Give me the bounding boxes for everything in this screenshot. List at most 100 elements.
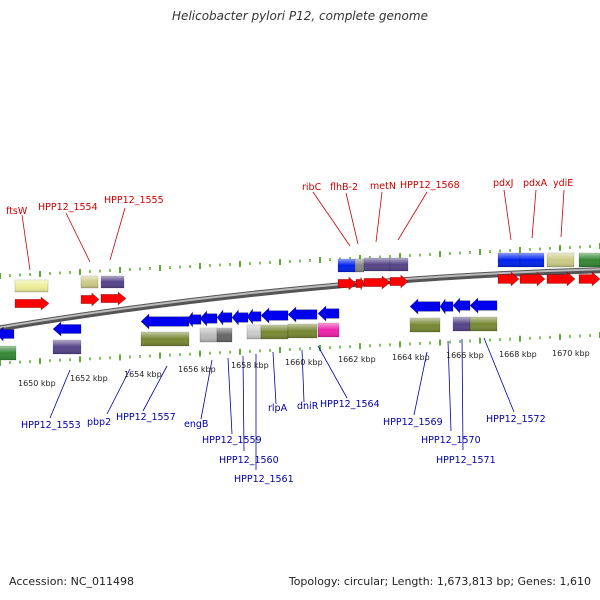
reverse-gene-arrow [260, 307, 289, 324]
feature-box-gloss [338, 259, 356, 272]
leader-line [397, 191, 428, 241]
leader-line [531, 189, 537, 239]
leader-line [21, 214, 31, 271]
forward-gene-arrow [337, 276, 357, 291]
scale-label: 1662 kbp [338, 355, 376, 364]
reverse-gene-label: pbp2 [87, 417, 111, 428]
scale-label: 1664 kbp [392, 353, 430, 362]
forward-gene-arrow [519, 271, 546, 287]
leader-line [272, 351, 277, 405]
feature-box-gloss [355, 259, 364, 272]
genome-summary-text: Topology: circular; Length: 1,673,813 bp… [288, 575, 591, 588]
feature-box-gloss [498, 253, 520, 267]
leader-lines [21, 189, 565, 470]
scale-label: 1650 kbp [18, 379, 56, 388]
gene-track [0, 271, 600, 342]
forward-gene-label: HPP12_1568 [400, 180, 460, 191]
leader-line [106, 368, 131, 415]
leader-line [200, 359, 213, 420]
feature-box-gloss [200, 328, 217, 342]
leader-line [301, 349, 305, 403]
forward-gene-arrow [80, 292, 100, 307]
reverse-gene-label: engB [184, 419, 208, 430]
reverse-gene-arrow [140, 313, 190, 330]
reverse-gene-arrow [216, 309, 233, 326]
scale-label: 1654 kbp [124, 370, 162, 379]
reverse-gene-label: HPP12_1553 [21, 420, 81, 431]
forward-gene-label: ydiE [553, 178, 573, 189]
scale-label: 1668 kbp [499, 350, 537, 359]
feature-track [0, 252, 600, 361]
feature-box-gloss [101, 276, 124, 288]
leader-line [242, 355, 245, 452]
reverse-gene-label: HPP12_1560 [219, 455, 279, 466]
forward-gene-label: pdxA [523, 178, 548, 189]
forward-gene-arrow [389, 274, 409, 289]
scale-labels: 1650 kbp 1652 kbp 1654 kbp 1656 kbp 1658 kbp… [18, 349, 590, 388]
leader-line [461, 338, 464, 451]
reverse-gene-label: HPP12_1561 [234, 474, 294, 485]
forward-gene-arrow [355, 276, 365, 291]
feature-box-gloss [81, 276, 98, 288]
leader-line [503, 189, 512, 241]
backbone-shadow [0, 267, 600, 332]
feature-box-gloss [261, 325, 288, 339]
reverse-gene-label: HPP12_1559 [202, 435, 262, 446]
scale-label: 1666 kbp [446, 351, 484, 360]
reverse-gene-arrow [231, 309, 249, 326]
reverse-gene-arrow [439, 298, 454, 315]
feature-box-gloss [217, 328, 232, 342]
leader-line [413, 351, 428, 416]
gene-labels: ftsW HPP12_1554 HPP12_1555 ribC flhB-2 metN HP… [6, 178, 573, 485]
reverse-gene-arrow [246, 308, 262, 325]
reverse-gene-label: HPP12_1572 [486, 414, 546, 425]
forward-gene-label: metN [370, 181, 396, 192]
feature-box-gloss [579, 253, 600, 267]
reverse-gene-arrow [409, 298, 441, 315]
leader-line [109, 207, 126, 261]
scale-label: 1656 kbp [178, 365, 216, 374]
feature-box-gloss [410, 318, 440, 332]
feature-box-gloss [247, 325, 261, 339]
feature-box-gloss [470, 317, 497, 331]
ruler-ticks [0, 243, 600, 366]
forward-gene-arrow [578, 271, 600, 287]
feature-box-gloss [0, 346, 16, 360]
scale-label: 1660 kbp [285, 358, 323, 367]
scale-label: 1658 kbp [231, 361, 269, 370]
leader-line [345, 192, 359, 245]
leader-line [49, 369, 71, 419]
reverse-gene-label: rlpA [268, 403, 288, 414]
forward-gene-label: ftsW [6, 206, 28, 217]
reverse-gene-arrow [452, 297, 471, 314]
leader-line [447, 340, 452, 432]
reverse-gene-arrow [199, 310, 218, 327]
reverse-gene-arrow [0, 326, 15, 342]
reverse-gene-label: HPP12_1570 [421, 435, 481, 446]
feature-box-gloss [547, 253, 574, 267]
forward-gene-label: ribC [302, 182, 322, 193]
feature-box-gloss [318, 323, 339, 337]
feature-box-gloss [141, 332, 189, 346]
forward-gene-arrow [100, 291, 127, 306]
feature-box-gloss [453, 317, 470, 331]
leader-line [375, 191, 383, 243]
reverse-gene-label: HPP12_1564 [320, 399, 380, 410]
forward-gene-arrow [363, 275, 391, 290]
reverse-gene-arrow [52, 321, 82, 337]
leader-line [560, 189, 565, 238]
leader-line [317, 345, 348, 399]
reverse-gene-label: HPP12_1571 [436, 455, 496, 466]
forward-gene-arrow [546, 271, 576, 287]
reverse-gene-arrow [287, 306, 318, 323]
leader-line [65, 212, 91, 263]
reverse-gene-arrow [317, 305, 340, 322]
scale-label: 1670 kbp [552, 349, 590, 358]
forward-gene-label: HPP12_1554 [38, 202, 98, 213]
forward-gene-label: HPP12_1555 [104, 195, 164, 206]
leader-line [227, 357, 233, 435]
reverse-gene-arrow [469, 297, 498, 314]
map-title: Helicobacter pylori P12, complete genome [172, 9, 428, 23]
leader-line [142, 365, 168, 412]
